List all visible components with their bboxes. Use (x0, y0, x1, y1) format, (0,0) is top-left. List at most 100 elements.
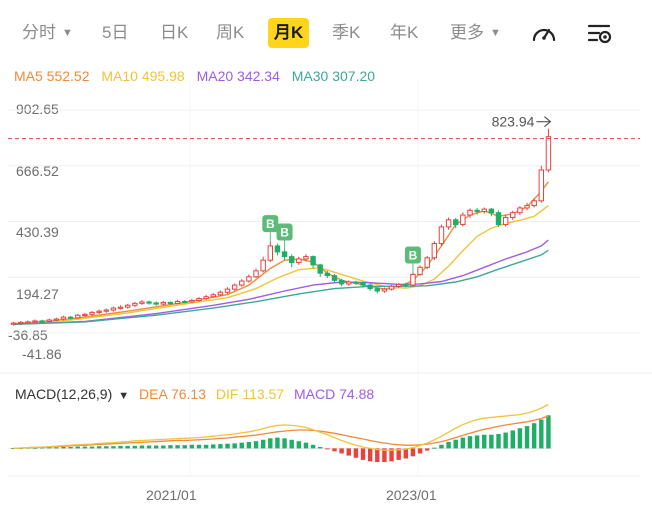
macd-bar (517, 428, 523, 449)
candle-body (75, 314, 81, 319)
candle-body (502, 216, 509, 226)
candle (310, 255, 316, 269)
macd-legend: MACD(12,26,9) ▼ DEA 76.13 DIF 113.57 MACD… (15, 386, 380, 402)
candle (438, 224, 445, 246)
buy-marker-label: B (266, 217, 275, 231)
candle-body (167, 301, 174, 305)
candle (160, 300, 167, 306)
candle-body (217, 291, 224, 296)
candle-body (96, 310, 102, 313)
candle (374, 287, 380, 294)
candle-body (174, 300, 181, 304)
candle (538, 165, 545, 203)
macd-bar (139, 445, 145, 449)
buy-markers: BBB (262, 215, 421, 273)
candle-body (417, 266, 423, 275)
candle (146, 300, 152, 305)
macd-bar (325, 448, 330, 450)
macd-bar (125, 445, 130, 449)
buy-marker: B (276, 223, 293, 250)
candle (46, 318, 52, 323)
candle (524, 202, 530, 211)
candle-body (410, 273, 416, 286)
buy-marker-label: B (280, 225, 289, 239)
candle (296, 256, 302, 265)
ma30-legend: MA30 307.20 (291, 68, 376, 84)
macd-bar (375, 448, 380, 463)
macd-bar (111, 446, 116, 449)
macd-bar (474, 435, 480, 449)
candle (431, 241, 438, 261)
chart-settings-icon[interactable] (586, 20, 614, 48)
buy-marker-badge (262, 215, 279, 233)
candle-body (310, 256, 316, 266)
candle (25, 320, 31, 324)
tab-quarterly-k[interactable]: 季K (326, 18, 366, 48)
y-tick-label: -36.85 (8, 327, 48, 343)
candle (124, 303, 131, 309)
tab-intraday[interactable]: 分时 ▼ (16, 18, 79, 48)
chevron-down-icon[interactable]: ▼ (118, 390, 130, 402)
tab-monthly-k-label: 月K (274, 23, 304, 42)
candle-body (460, 214, 466, 226)
candle-body (367, 284, 373, 290)
candle-body (388, 285, 395, 290)
candle (53, 317, 60, 322)
macd-bar (510, 430, 515, 449)
y-tick-label: 194.27 (16, 286, 59, 302)
macd-bar (417, 448, 423, 454)
candle (239, 279, 245, 287)
tab-5day[interactable]: 5日 (96, 18, 134, 48)
macd-bar (332, 448, 337, 452)
candle-body (474, 209, 480, 213)
macd-bar (232, 443, 237, 449)
candle-body (132, 302, 138, 306)
macd-bar (310, 444, 316, 449)
macd-bar (453, 439, 458, 449)
x-tick-label: 2021/01 (146, 487, 197, 503)
tab-yearly-k[interactable]: 年K (384, 18, 424, 48)
candle (39, 319, 45, 323)
tab-weekly-k[interactable]: 周K (210, 18, 250, 48)
macd-bar (410, 448, 416, 457)
macd-bar (211, 444, 216, 449)
candle (224, 287, 231, 294)
candle-body (146, 301, 152, 304)
candle-body (453, 219, 459, 226)
candle (381, 287, 388, 293)
candle (60, 315, 67, 321)
candle-body (60, 316, 67, 320)
chevron-down-icon: ▼ (490, 27, 501, 39)
tab-quarterly-k-label: 季K (332, 23, 361, 42)
macd-title[interactable]: MACD(12,26,9) (15, 386, 113, 402)
candle-body (338, 279, 345, 285)
candle-body (360, 282, 366, 286)
macd-bar (346, 448, 351, 456)
candle (410, 272, 416, 287)
candle (388, 284, 395, 291)
candle-body (510, 212, 516, 218)
macd-panel (8, 403, 552, 463)
tab-more[interactable]: 更多 ▼ (444, 18, 507, 48)
candle (210, 292, 216, 299)
tab-monthly-k[interactable]: 月K (268, 18, 310, 48)
macd-bar (203, 444, 209, 449)
high-price-line: 823.94 (8, 114, 640, 140)
macd-bar (75, 446, 80, 449)
y-tick-label: 666.52 (16, 163, 59, 179)
speedometer-icon[interactable] (530, 20, 558, 48)
candle-body (160, 301, 167, 305)
macd-bar (296, 441, 302, 449)
macd-bar (396, 448, 401, 460)
candle (510, 210, 516, 220)
tab-daily-k[interactable]: 日K (154, 18, 194, 48)
macd-bar (275, 437, 280, 449)
buy-marker: B (404, 246, 421, 273)
buy-marker-badge (404, 246, 421, 264)
macd-bar (367, 448, 373, 462)
macd-bar (246, 441, 252, 449)
candle (395, 282, 402, 289)
candle-body (189, 300, 195, 303)
macd-bar (89, 446, 95, 449)
